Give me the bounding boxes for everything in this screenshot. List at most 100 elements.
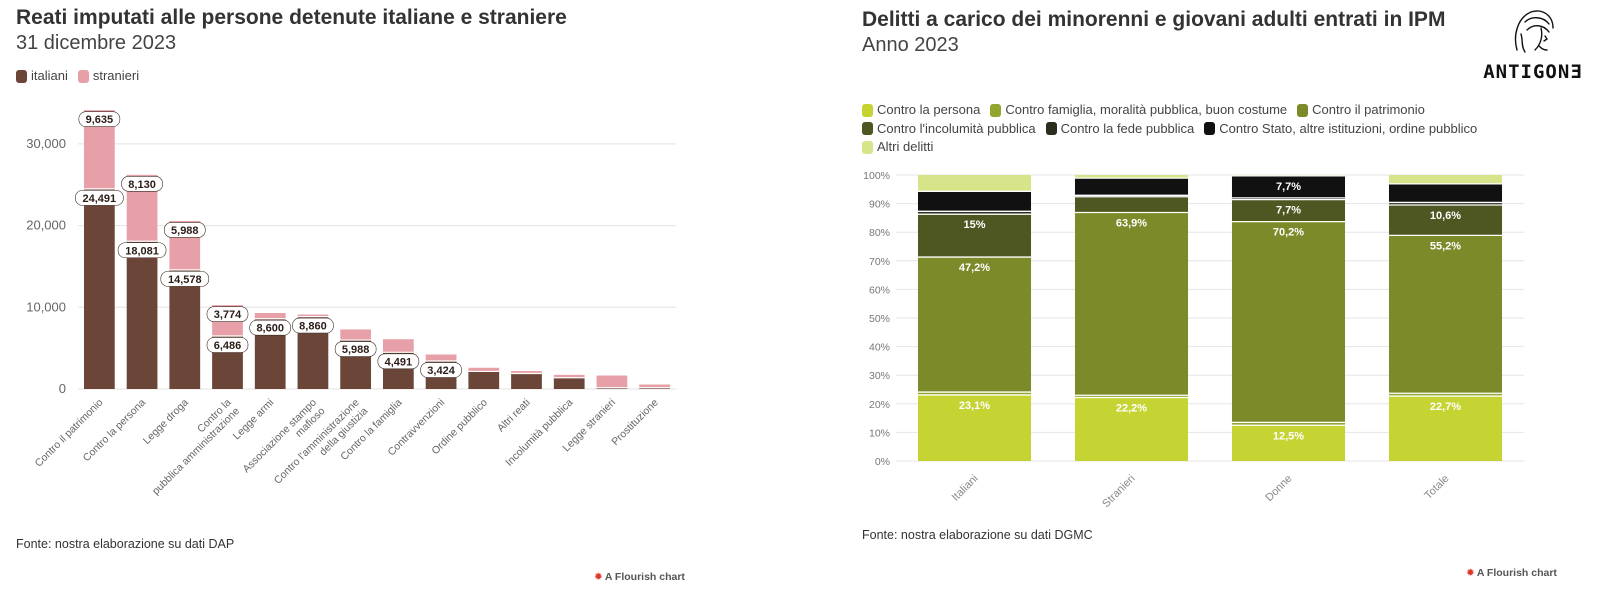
left-data-label-bg (206, 337, 249, 353)
left-data-label-bg (334, 341, 377, 357)
left-bar-stranieri (382, 339, 414, 353)
antigone-head-icon (1514, 10, 1554, 53)
right-chart-subtitle: Anno 2023 (862, 34, 959, 56)
left-data-label-bg (420, 362, 462, 378)
left-legend-swatch (16, 69, 27, 83)
left-data-label: 8,130 (128, 179, 156, 191)
right-y-tick-label: 30% (869, 370, 890, 382)
left-bar-italiani (596, 387, 628, 389)
left-data-label: 5,988 (171, 225, 199, 237)
right-stacked-percent-chart: 0% 10% 20% 30% 40% 50% 60% 70% 80% 90% 100% 23,1% 47… (863, 170, 1524, 510)
right-chart-title: Delitti a carico dei minorenni e giovani… (862, 8, 1446, 31)
right-x-tick-label: Totale (1422, 473, 1451, 502)
left-data-label: 14,578 (168, 274, 202, 286)
left-bar-stranieri (254, 313, 286, 319)
left-bar-stranieri (596, 375, 628, 388)
right-bar-segment (1388, 235, 1503, 394)
left-bar-italiani (83, 188, 115, 389)
right-legend-label: Contro la persona (877, 102, 981, 117)
right-bar-segment (1074, 395, 1189, 398)
right-bar-segment (1074, 175, 1189, 179)
right-bar-segment (1388, 202, 1503, 206)
left-y-tick-label: 10,000 (26, 299, 66, 314)
right-y-tick-label: 0% (875, 456, 890, 468)
right-bar-segment (1388, 183, 1503, 203)
right-legend-swatch (990, 103, 1002, 117)
flourish-icon: ✹ (1466, 567, 1475, 579)
left-chart-panel: Reati imputati alle persone detenute ita… (0, 0, 720, 594)
right-data-label: 70,2% (1273, 227, 1304, 239)
left-data-label: 18,081 (125, 245, 159, 257)
right-legend-label: Contro famiglia, moralità pubblica, buon… (1005, 102, 1288, 117)
right-legend-label: Contro Stato, altre istituzioni, ordine … (1219, 120, 1478, 136)
right-data-label: 47,2% (959, 262, 990, 274)
left-y-tick-label: 20,000 (26, 218, 66, 233)
right-bar-segment (917, 211, 1032, 215)
right-bar-segment (1388, 396, 1503, 461)
left-data-label: 3,424 (427, 365, 455, 377)
right-legend-swatch (1297, 103, 1309, 117)
right-data-label: 12,5% (1273, 430, 1304, 442)
right-x-tick-label: Stranieri (1100, 473, 1137, 510)
left-data-label-bg (121, 176, 163, 192)
left-legend-item[interactable]: italiani (16, 67, 68, 85)
left-flourish-label: A Flourish chart (604, 571, 685, 583)
right-legend-swatch (862, 103, 873, 117)
right-bar-segment (1388, 175, 1503, 184)
left-bar-italiani (126, 241, 158, 389)
right-legend-item[interactable]: Contro Stato, altre istituzioni, ordine … (1204, 120, 1477, 138)
right-bar-segment (1074, 178, 1189, 196)
left-flourish-credit[interactable]: ✹ A Flourish chart (594, 571, 685, 583)
right-legend-label: Contro il patrimonio (1312, 102, 1425, 117)
left-legend-item[interactable]: stranieri (77, 67, 139, 85)
left-chart-source: Fonte: nostra elaborazione su dati DAP (16, 537, 235, 551)
right-bar-segment (1388, 393, 1503, 397)
left-data-label-bg (163, 222, 206, 238)
right-flourish-label: A Flourish chart (1476, 567, 1557, 579)
antigone-logo-text: ANTIGONƎ (1483, 61, 1583, 83)
right-flourish-credit[interactable]: ✹ A Flourish chart (1466, 567, 1557, 579)
right-legend-item[interactable]: Contro famiglia, moralità pubblica, buon… (990, 101, 1287, 119)
left-legend-label: italiani (31, 68, 68, 83)
right-chart-source: Fonte: nostra elaborazione su dati DGMC (862, 528, 1093, 542)
right-legend-item[interactable]: Altri delitti (862, 138, 933, 156)
left-bar-stranieri (297, 314, 329, 317)
left-data-label-bg (377, 353, 420, 370)
right-y-tick-label: 60% (869, 284, 890, 296)
right-legend-label: Altri delitti (877, 139, 934, 154)
left-bar-italiani (169, 269, 201, 389)
left-x-tick-label: Legge droga (141, 397, 191, 447)
right-bar-segment (917, 392, 1032, 395)
right-bar-segment (1231, 221, 1346, 423)
left-data-label: 4,491 (385, 356, 413, 368)
right-chart-panel: Delitti a carico dei minorenni e giovani… (862, 0, 1600, 594)
right-bar-segment (917, 394, 1032, 461)
right-data-label: 23,1% (959, 400, 990, 412)
right-legend-item[interactable]: Contro il patrimonio (1297, 101, 1425, 119)
right-data-label: 55,2% (1430, 240, 1461, 252)
right-y-tick-label: 70% (869, 256, 890, 268)
right-legend-label: Contro la fede pubblica (1060, 120, 1195, 136)
right-y-tick-label: 20% (869, 399, 890, 411)
right-bar-segment (1074, 212, 1189, 396)
right-y-tick-label: 90% (869, 199, 890, 211)
right-data-label: 10,6% (1430, 210, 1461, 222)
left-bar-stranieri (553, 374, 585, 378)
left-bar-italiani (468, 371, 500, 389)
left-bar-stranieri (468, 367, 500, 372)
left-data-label-bg (160, 271, 210, 287)
left-bar-stranieri (425, 354, 457, 362)
right-legend-item[interactable]: Contro la persona (862, 101, 980, 119)
right-x-tick-label: Italiani (950, 473, 981, 504)
right-legend-item[interactable]: Contro la fede pubblica (1045, 120, 1195, 138)
right-data-label: 15% (963, 219, 985, 231)
right-x-tick-label: Donne (1263, 473, 1294, 504)
left-bar-stranieri (340, 329, 372, 341)
right-legend-swatch (1045, 122, 1057, 135)
right-data-label: 7,7% (1276, 205, 1301, 217)
left-x-tick-label: Altri reati (495, 397, 533, 435)
right-legend-item[interactable]: Contro l'incolumità pubblica (862, 120, 1036, 138)
left-x-tick-label: Legge armi (231, 397, 277, 443)
left-legend-swatch (77, 69, 89, 83)
left-bar-stranieri (511, 371, 542, 374)
